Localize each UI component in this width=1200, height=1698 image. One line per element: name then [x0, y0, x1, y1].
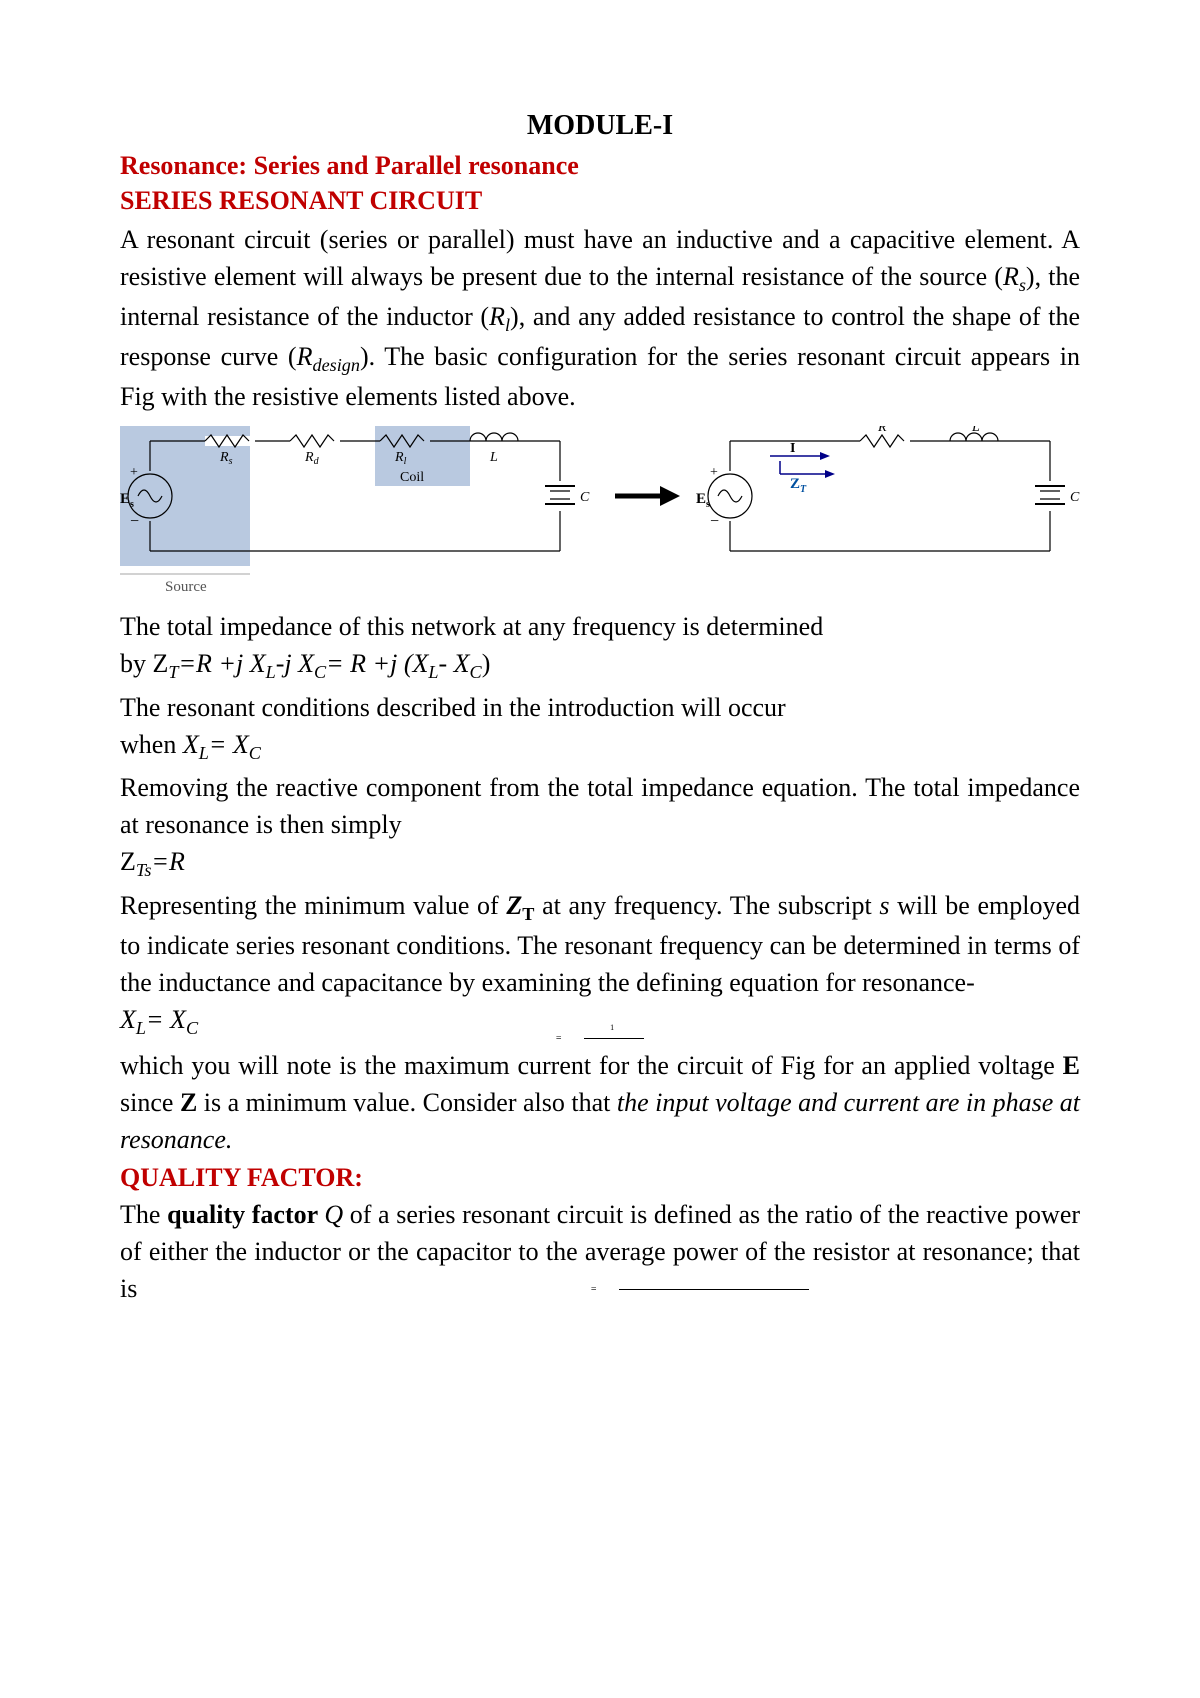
source-label: Source [165, 579, 207, 595]
p6-e: E [1063, 1051, 1080, 1080]
resistor-rd: Rd [290, 435, 340, 467]
sm1-frac: 1 [584, 1033, 644, 1044]
inductor-right: L [950, 426, 998, 441]
circuit-diagram: + − Es Rs Rd Rl L [120, 426, 1080, 601]
plus-left: + [130, 465, 138, 480]
coil-label: Coil [400, 470, 424, 485]
eq1-f: - X [439, 649, 470, 678]
eq1-c: =R +j X [179, 649, 266, 678]
heading-series-circuit: SERIES RESONANT CIRCUIT [120, 183, 1080, 218]
p7-a: The [120, 1200, 167, 1229]
p5-z: Z [506, 891, 522, 920]
inductor-left: L [470, 433, 518, 465]
small-equation-1: = 1 [120, 1033, 1080, 1044]
sm1-line [584, 1038, 644, 1039]
eq1-c2: C [470, 662, 482, 682]
small-equation-2: = [120, 1284, 1080, 1295]
p1-rs-sub: s [1019, 275, 1026, 295]
equation-zts: ZTs=R [120, 844, 1080, 884]
p1-rl: R [489, 302, 505, 331]
document-page: MODULE-I Resonance: Series and Parallel … [0, 0, 1200, 1698]
svg-text:R: R [877, 426, 887, 435]
p7-q: Q [324, 1200, 343, 1229]
arrow-icon [615, 486, 680, 506]
svg-text:ZT: ZT [790, 476, 807, 495]
p1-a: A resonant circuit (series or parallel) … [120, 225, 1080, 291]
eq1-e: = R +j (X [326, 649, 428, 678]
minus-left: − [130, 513, 139, 530]
eq2-eq: = X [209, 730, 249, 759]
eq1-c1: C [314, 662, 326, 682]
p7-b: quality factor [167, 1200, 324, 1229]
eq4-c: C [186, 1018, 198, 1038]
zt-arrow: ZT [780, 461, 835, 495]
heading-resonance: Resonance: Series and Parallel resonance [120, 148, 1080, 183]
sm1-num: 1 [610, 1023, 614, 1032]
eq1-l1: L [266, 662, 276, 682]
p1-rd-sub: design [312, 355, 360, 375]
plus-right: + [710, 465, 718, 480]
eq3-z: Z [120, 847, 136, 876]
equation-xlxc-1: when XL= XC [120, 727, 1080, 767]
svg-text:Rd: Rd [304, 450, 320, 467]
capacitor-left: C [545, 486, 590, 505]
sm1-eq: = [556, 1033, 562, 1044]
eq1-z: Z [153, 649, 169, 678]
eq4-eq: = X [146, 1005, 186, 1034]
p5-a: Representing the minimum value of [120, 891, 506, 920]
eq2-c: C [249, 743, 261, 763]
minus-right: − [710, 513, 719, 530]
sine-right [718, 490, 742, 502]
eq4-xl: X [120, 1005, 136, 1034]
paragraph-6: which you will note is the maximum curre… [120, 1048, 1080, 1159]
paragraph-5: Representing the minimum value of ZT at … [120, 888, 1080, 1002]
eq2-l: L [199, 743, 209, 763]
sm2-eq: = [591, 1284, 597, 1295]
p6-b: since [120, 1088, 180, 1117]
p6-a: which you will note is the maximum curre… [120, 1051, 1063, 1080]
eq2-a: when [120, 730, 183, 759]
module-title: MODULE-I [120, 110, 1080, 142]
p6-z: Z [180, 1088, 197, 1117]
circuit-svg: + − Es Rs Rd Rl L [120, 426, 1080, 596]
eq1-d: -j X [276, 649, 314, 678]
p1-rs: R [1003, 262, 1019, 291]
current-arrow: I [770, 441, 830, 460]
eq2-xl: X [183, 730, 199, 759]
shade-source [120, 426, 250, 566]
svg-text:C: C [580, 490, 590, 505]
eq1-l2: L [428, 662, 438, 682]
svg-text:L: L [489, 450, 498, 465]
eq4-l: L [136, 1018, 146, 1038]
resistor-r-right: R [860, 426, 910, 447]
p5-s: s [879, 891, 889, 920]
p1-rd: R [297, 342, 313, 371]
p5-c: at any frequency. The subscript [534, 891, 879, 920]
eq3-ts: Ts [136, 860, 152, 880]
svg-text:I: I [790, 441, 795, 456]
paragraph-2: The total impedance of this network at a… [120, 609, 1080, 646]
p6-c: is a minimum value. Consider also that [197, 1088, 617, 1117]
eq1-t: T [168, 662, 178, 682]
eq1-g: ) [482, 649, 491, 678]
eq3-r: =R [151, 847, 184, 876]
p5-t: T [522, 904, 534, 924]
paragraph-4: Removing the reactive component from the… [120, 770, 1080, 844]
capacitor-right: C [1035, 486, 1080, 505]
svg-text:L: L [971, 426, 980, 435]
equation-zt: by ZT=R +j XL-j XC= R +j (XL- XC) [120, 646, 1080, 686]
paragraph-3: The resonant conditions described in the… [120, 690, 1080, 727]
svg-text:C: C [1070, 490, 1080, 505]
eq1-a: by [120, 649, 153, 678]
paragraph-1: A resonant circuit (series or parallel) … [120, 222, 1080, 416]
heading-quality-factor: QUALITY FACTOR: [120, 1163, 1080, 1193]
sm2-line [619, 1289, 809, 1290]
